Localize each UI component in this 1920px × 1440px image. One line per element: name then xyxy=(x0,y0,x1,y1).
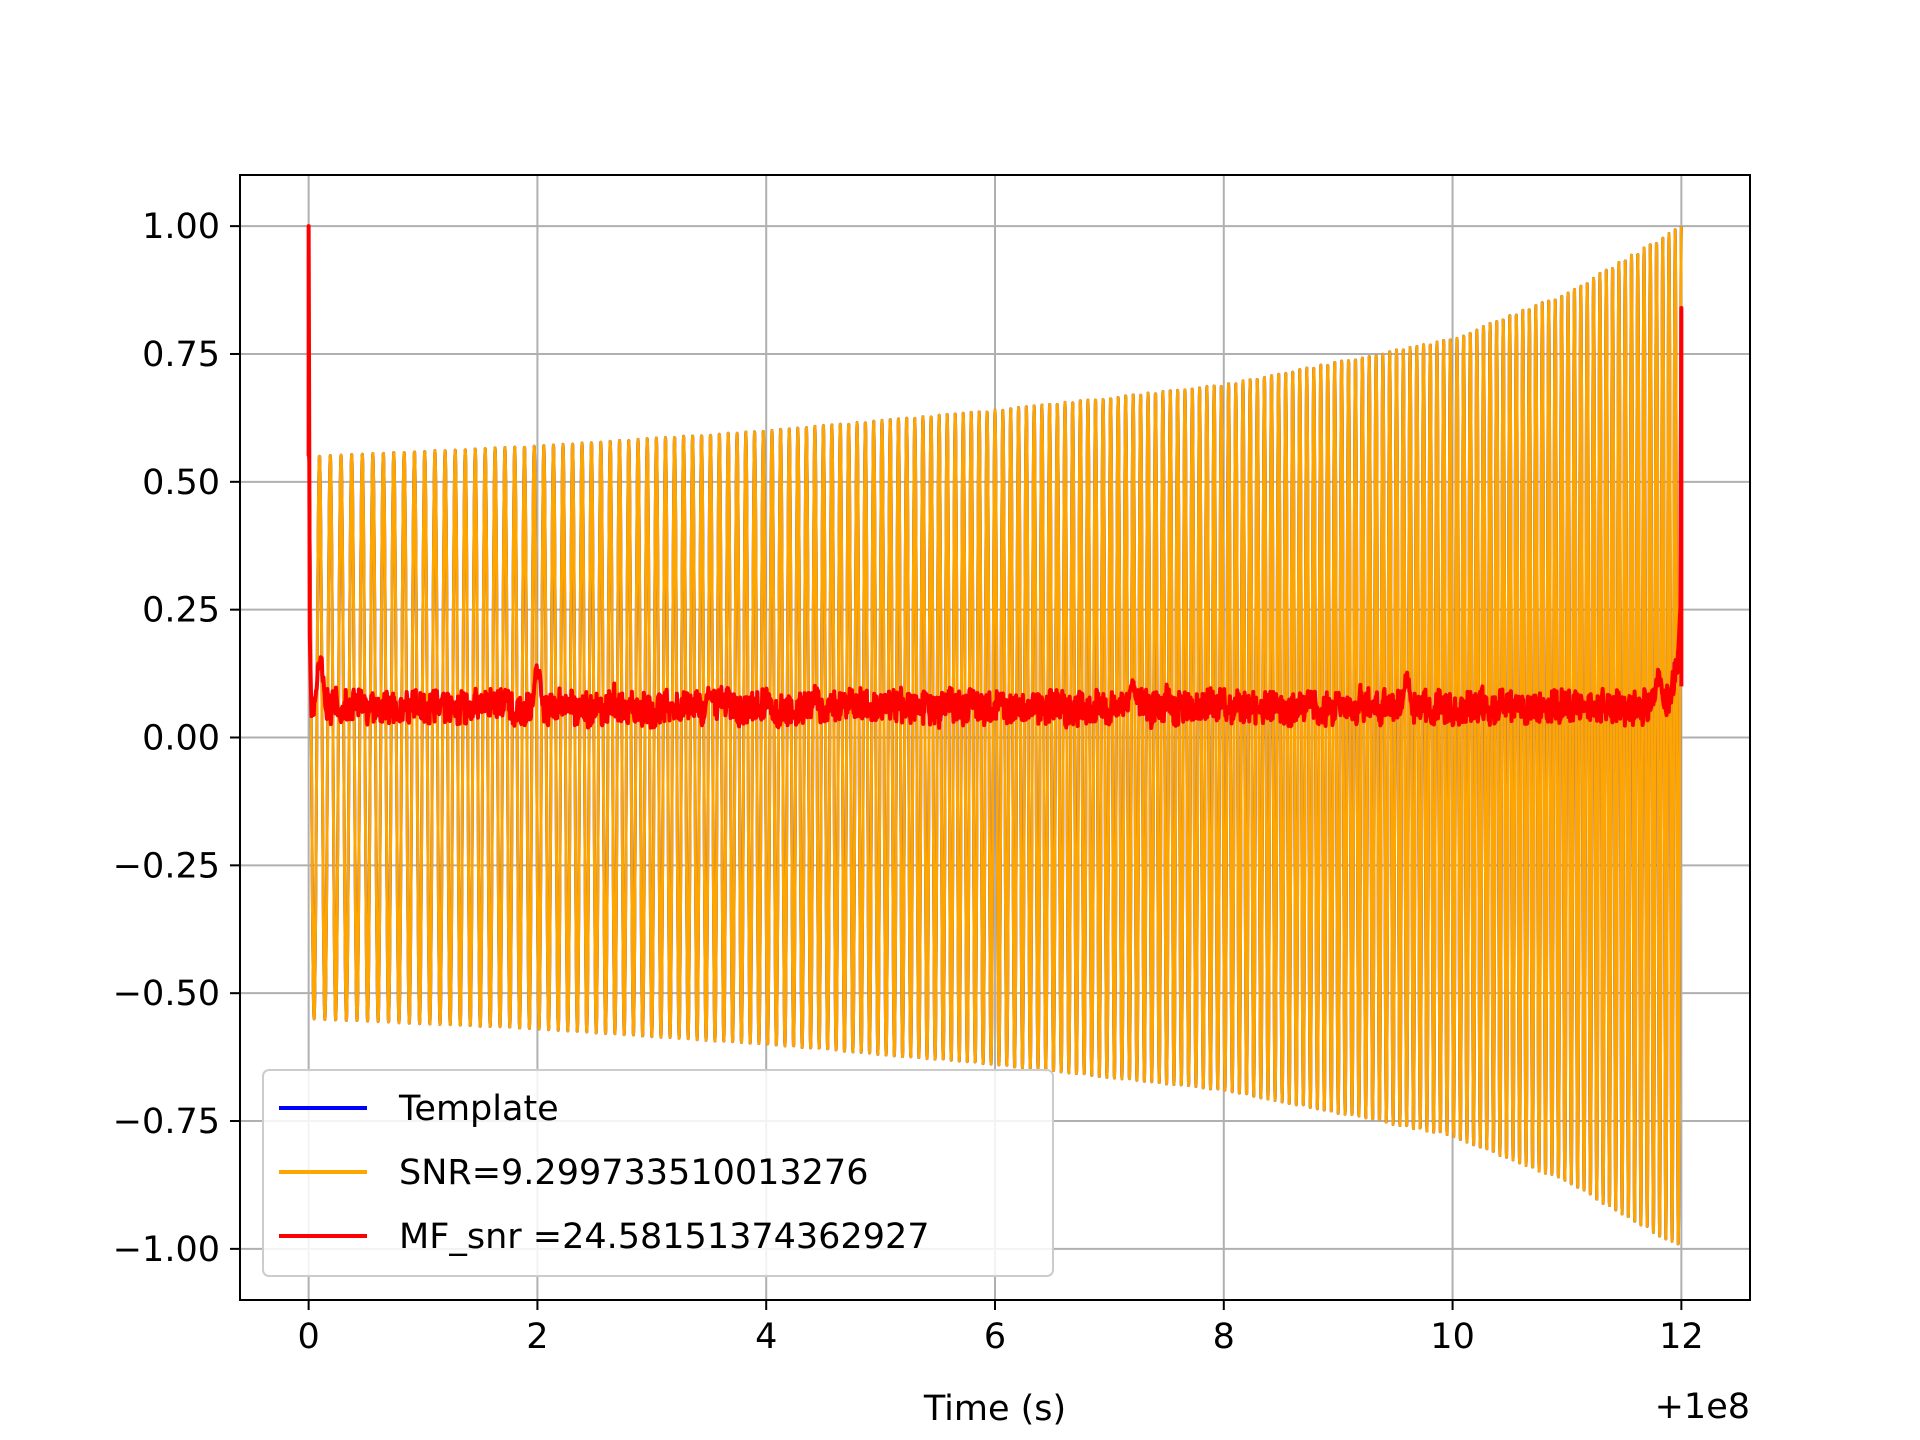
series-line-2 xyxy=(307,226,1683,1246)
x-tick-label: 10 xyxy=(1430,1317,1475,1357)
y-tick-label: −1.00 xyxy=(113,1230,220,1270)
y-tick-label: 0.75 xyxy=(142,335,220,375)
plot-area xyxy=(306,224,1684,1246)
x-axis-label: Time (s) xyxy=(923,1389,1066,1429)
legend-entry-label: MF_snr =24.58151374362927 xyxy=(399,1217,930,1257)
x-tick-label: 6 xyxy=(984,1317,1006,1357)
y-tick-label: −0.50 xyxy=(113,974,220,1014)
x-tick-label: 0 xyxy=(297,1317,319,1357)
x-axis-offset-label: +1e8 xyxy=(1655,1387,1750,1427)
y-tick-label: 0.00 xyxy=(142,719,220,759)
x-tick-label: 4 xyxy=(755,1317,777,1357)
legend-entry-label: Template xyxy=(398,1089,559,1129)
y-tick-label: 0.25 xyxy=(142,591,220,631)
legend-entry-label: SNR=9.299733510013276 xyxy=(399,1153,868,1193)
y-tick-label: −0.75 xyxy=(113,1102,220,1142)
tick-marks: 0 2 4 6 8 10 12 1.00 0.75 0.50 0.25 0.00 −0.25 −0.50 −… xyxy=(113,207,1704,1357)
y-tick-label: 0.50 xyxy=(142,463,220,503)
y-tick-label: 1.00 xyxy=(142,207,220,247)
x-tick-label: 2 xyxy=(526,1317,548,1357)
y-tick-label: −0.25 xyxy=(113,846,220,886)
legend-box xyxy=(262,1069,1054,1277)
x-tick-label: 12 xyxy=(1659,1317,1704,1357)
x-tick-label: 8 xyxy=(1213,1317,1235,1357)
legend: Template SNR=9.299733510013276 MF_snr =24.… xyxy=(262,1069,1054,1277)
series-line-3 xyxy=(306,224,1684,731)
